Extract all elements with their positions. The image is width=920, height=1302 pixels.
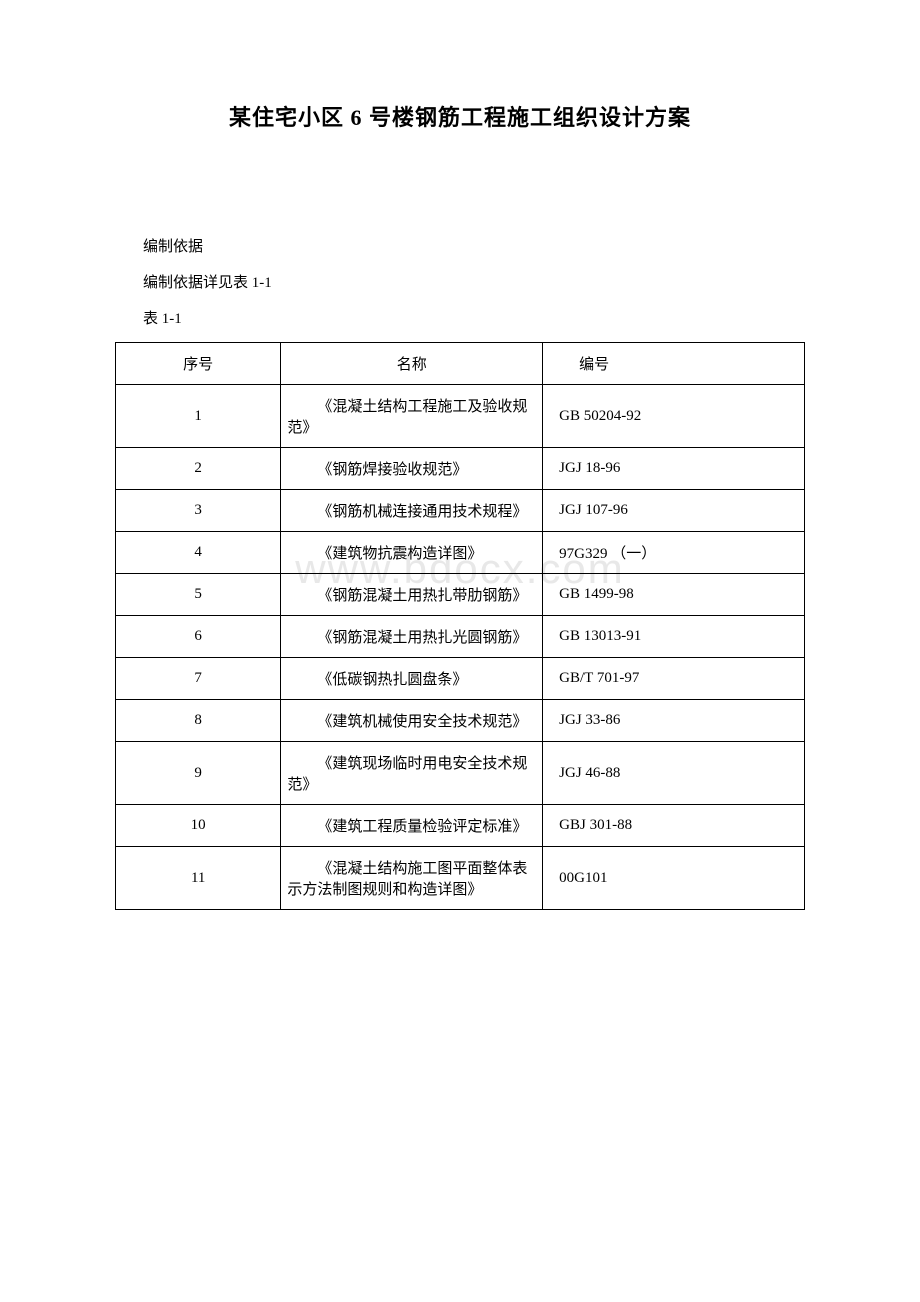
cell-seq: 3 [116, 490, 281, 532]
cell-code: 97G329 （一） [543, 532, 805, 574]
header-code: 编号 [543, 343, 805, 385]
cell-name: 《低碳钢热扎圆盘条》 [281, 658, 543, 700]
cell-seq: 5 [116, 574, 281, 616]
cell-seq: 6 [116, 616, 281, 658]
table-row: 7 《低碳钢热扎圆盘条》 GB/T 701-97 [116, 658, 805, 700]
intro-line-2: 编制依据详见表 1-1 [115, 268, 805, 298]
table-row: 4 《建筑物抗震构造详图》 97G329 （一） [116, 532, 805, 574]
table-row: 11 《混凝土结构施工图平面整体表示方法制图规则和构造详图》 00G101 [116, 847, 805, 910]
table-label: 表 1-1 [115, 304, 805, 334]
cell-seq: 4 [116, 532, 281, 574]
intro-line-1: 编制依据 [115, 232, 805, 262]
table-header-row: 序号 名称 编号 [116, 343, 805, 385]
cell-name: 《建筑机械使用安全技术规范》 [281, 700, 543, 742]
document-title: 某住宅小区 6 号楼钢筋工程施工组织设计方案 [115, 100, 805, 132]
cell-code: JGJ 107-96 [543, 490, 805, 532]
cell-name: 《钢筋混凝土用热扎带肋钢筋》 [281, 574, 543, 616]
cell-name: 《钢筋机械连接通用技术规程》 [281, 490, 543, 532]
table-row: 8 《建筑机械使用安全技术规范》 JGJ 33-86 [116, 700, 805, 742]
cell-seq: 8 [116, 700, 281, 742]
cell-name: 《建筑物抗震构造详图》 [281, 532, 543, 574]
cell-code: 00G101 [543, 847, 805, 910]
table-row: 1 《混凝土结构工程施工及验收规范》 GB 50204-92 [116, 385, 805, 448]
cell-code: GB 13013-91 [543, 616, 805, 658]
table-row: 10 《建筑工程质量检验评定标准》 GBJ 301-88 [116, 805, 805, 847]
header-seq: 序号 [116, 343, 281, 385]
cell-name: 《钢筋混凝土用热扎光圆钢筋》 [281, 616, 543, 658]
cell-code: GB/T 701-97 [543, 658, 805, 700]
cell-code: GBJ 301-88 [543, 805, 805, 847]
standards-table: 序号 名称 编号 1 《混凝土结构工程施工及验收规范》 GB 50204-92 … [115, 342, 805, 910]
cell-code: JGJ 33-86 [543, 700, 805, 742]
table-row: 5 《钢筋混凝土用热扎带肋钢筋》 GB 1499-98 [116, 574, 805, 616]
cell-name: 《建筑现场临时用电安全技术规范》 [281, 742, 543, 805]
cell-seq: 10 [116, 805, 281, 847]
cell-seq: 1 [116, 385, 281, 448]
cell-code: JGJ 46-88 [543, 742, 805, 805]
cell-name: 《建筑工程质量检验评定标准》 [281, 805, 543, 847]
cell-name: 《混凝土结构施工图平面整体表示方法制图规则和构造详图》 [281, 847, 543, 910]
cell-code: JGJ 18-96 [543, 448, 805, 490]
cell-name: 《混凝土结构工程施工及验收规范》 [281, 385, 543, 448]
cell-seq: 11 [116, 847, 281, 910]
cell-seq: 7 [116, 658, 281, 700]
table-row: 3 《钢筋机械连接通用技术规程》 JGJ 107-96 [116, 490, 805, 532]
cell-seq: 9 [116, 742, 281, 805]
cell-code: GB 1499-98 [543, 574, 805, 616]
cell-seq: 2 [116, 448, 281, 490]
table-row: 6 《钢筋混凝土用热扎光圆钢筋》 GB 13013-91 [116, 616, 805, 658]
cell-code: GB 50204-92 [543, 385, 805, 448]
cell-name: 《钢筋焊接验收规范》 [281, 448, 543, 490]
header-name: 名称 [281, 343, 543, 385]
table-row: 2 《钢筋焊接验收规范》 JGJ 18-96 [116, 448, 805, 490]
table-row: 9 《建筑现场临时用电安全技术规范》 JGJ 46-88 [116, 742, 805, 805]
